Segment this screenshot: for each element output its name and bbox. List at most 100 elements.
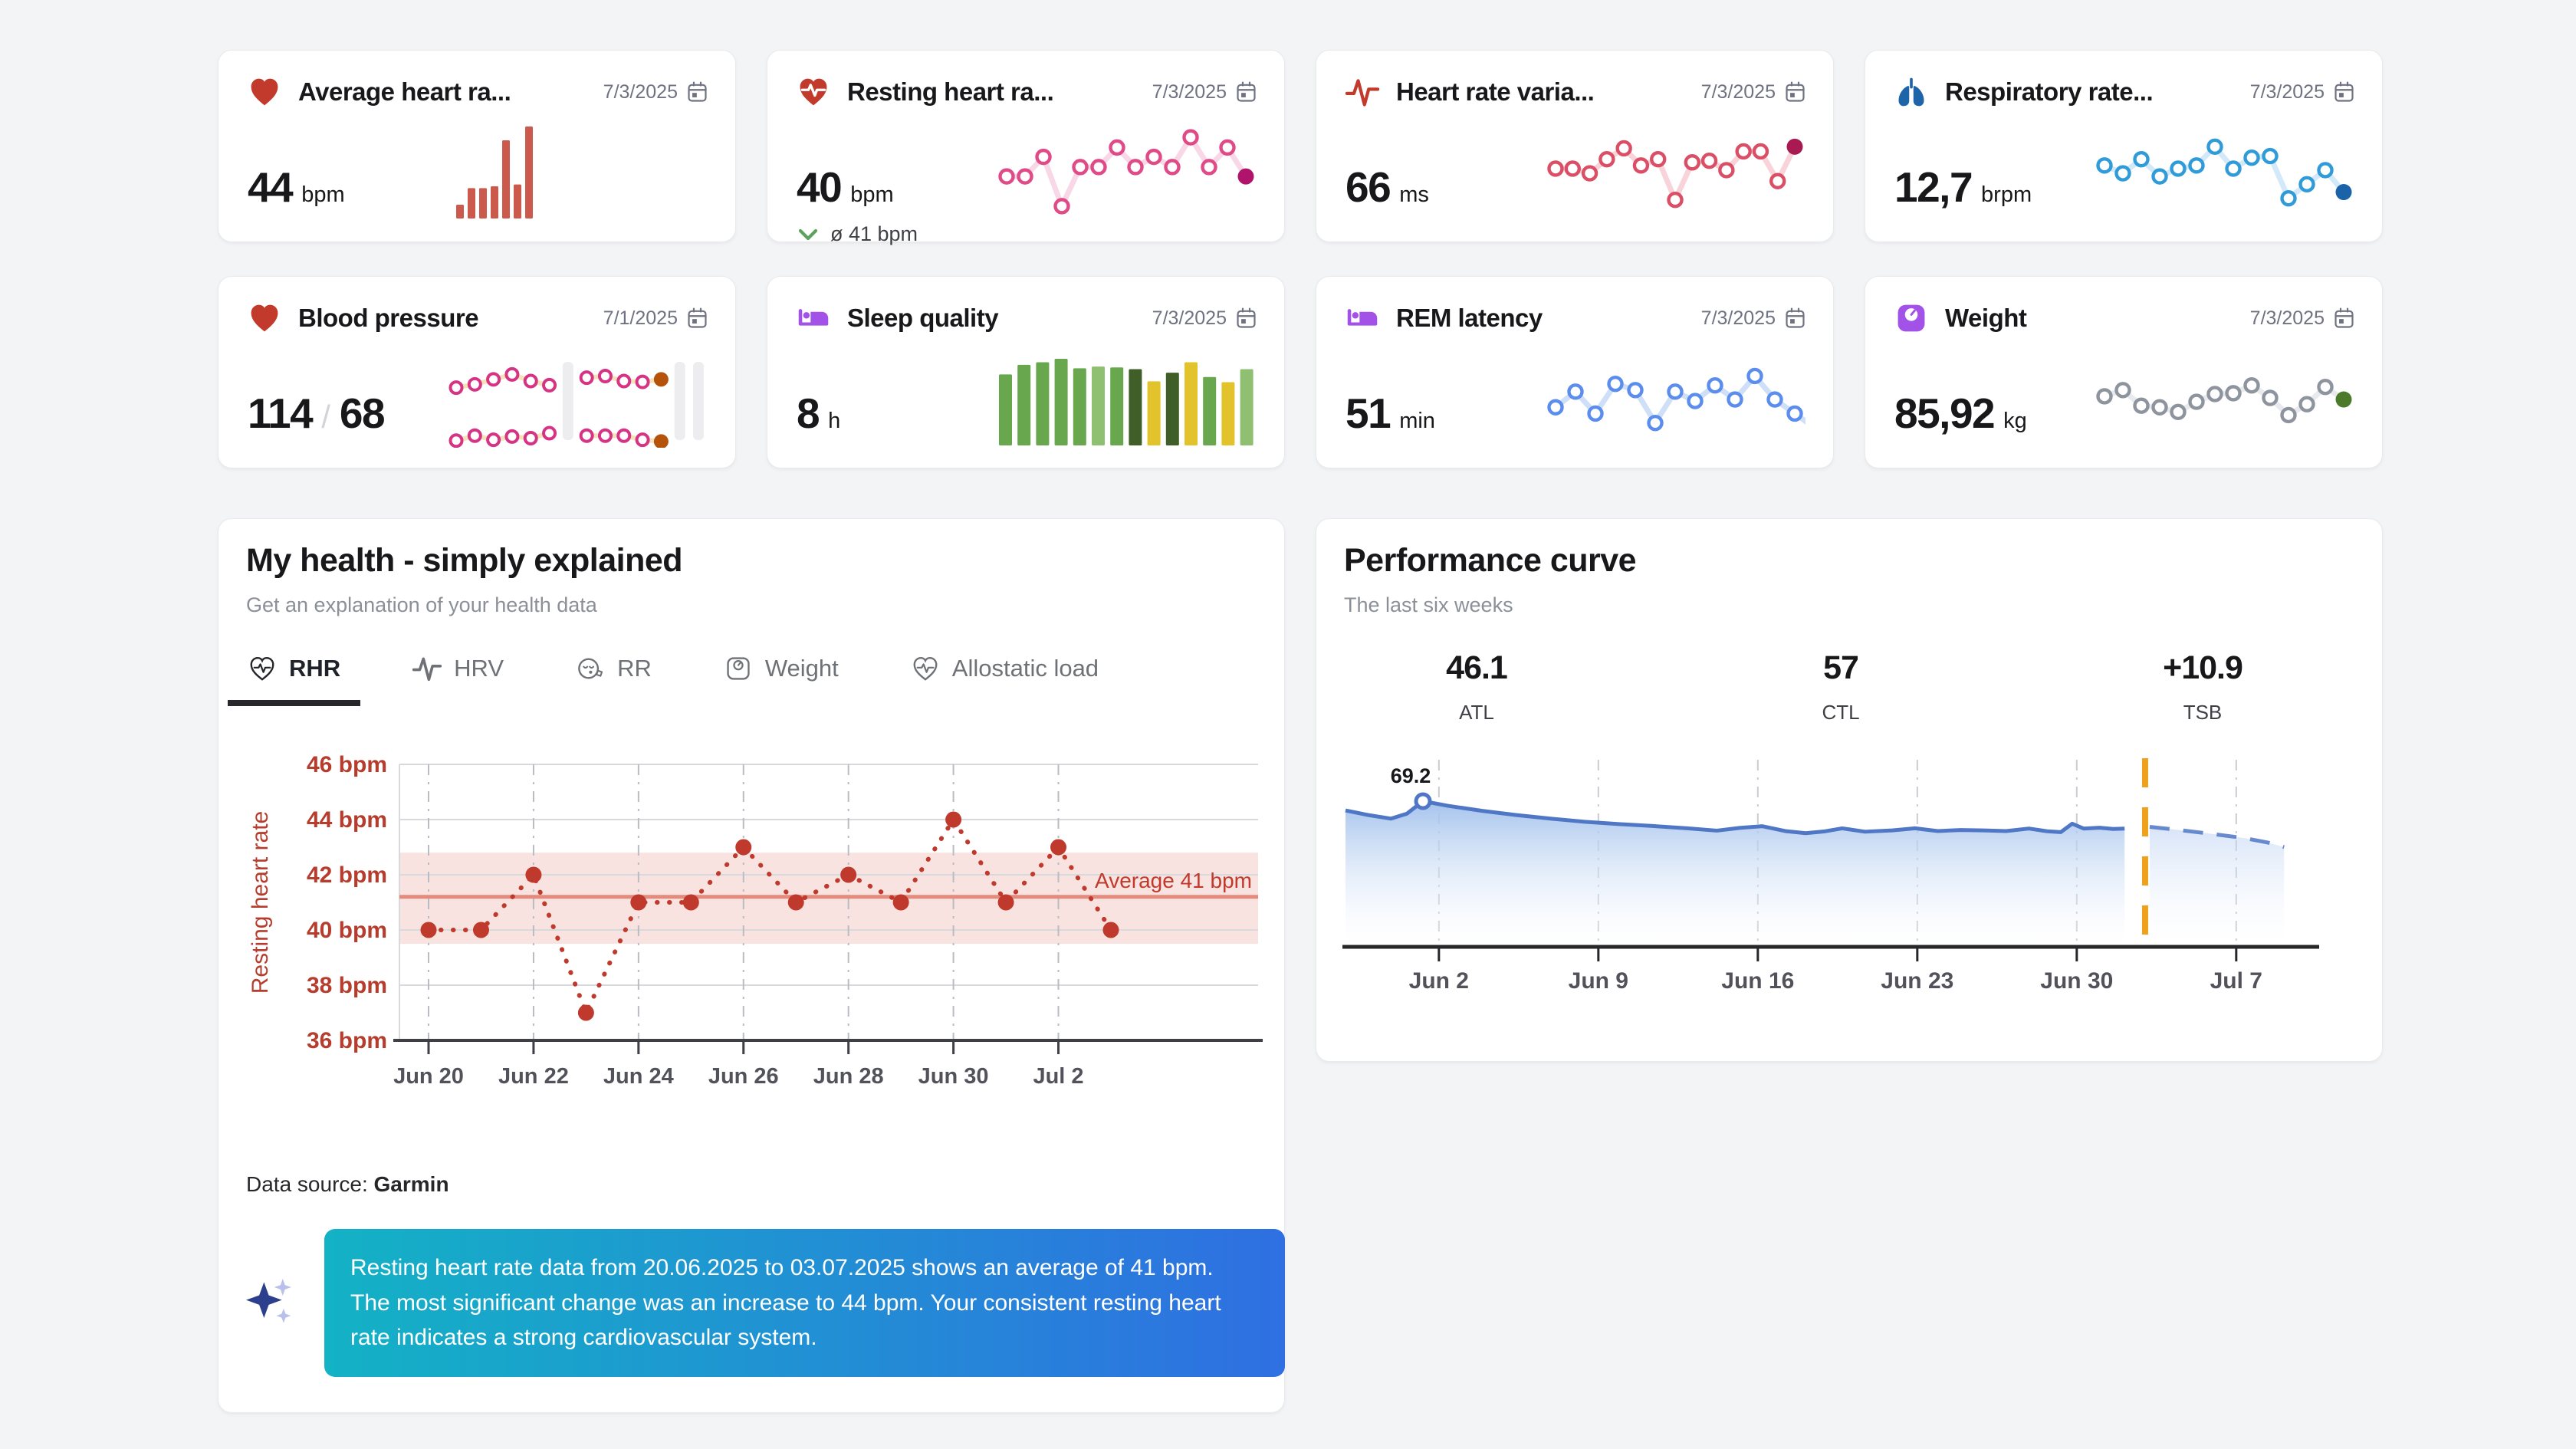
card-value: 114/68: [248, 389, 386, 438]
card-sparkline: [2096, 138, 2352, 207]
svg-text:Resting heart rate: Resting heart rate: [248, 811, 273, 994]
card-header: Weight 7/3/2025: [1894, 301, 2356, 335]
svg-text:42 bpm: 42 bpm: [307, 863, 387, 888]
card-date: 7/3/2025: [2249, 307, 2325, 329]
card-header: REM latency 7/3/2025: [1346, 301, 1807, 335]
card-value: 44 bpm: [248, 163, 345, 212]
systolic-value: 114: [248, 389, 314, 437]
card-value: 40 bpm: [797, 163, 894, 212]
lungs-icon: [1894, 75, 1928, 109]
stat-value: +10.9: [2163, 649, 2243, 686]
calendar-icon[interactable]: [678, 80, 709, 104]
performance-curve-panel: Performance curve The last six weeks 46.…: [1316, 518, 2383, 1062]
bed-icon: [1346, 301, 1379, 335]
card-sparkline: [1547, 138, 1803, 209]
card-title: Weight: [1945, 304, 2027, 332]
svg-text:Jun 9: Jun 9: [1569, 968, 1628, 994]
data-source-value: Garmin: [373, 1172, 449, 1196]
metric-card-average-heart-rate[interactable]: Average heart ra... 7/3/2025 44 bpm: [218, 50, 736, 242]
tab-allostatic-load[interactable]: Allostatic load: [891, 640, 1119, 706]
metric-cards-grid: Average heart ra... 7/3/2025 44 bpm Resting …: [218, 50, 2383, 468]
tab-hrv[interactable]: HRV: [393, 640, 524, 706]
data-source-label: Data source:: [246, 1172, 368, 1196]
svg-text:Jun 23: Jun 23: [1881, 968, 1953, 994]
heart-icon: [248, 75, 281, 109]
card-title: Respiratory rate...: [1945, 77, 2154, 106]
svg-text:Jul 2: Jul 2: [1033, 1064, 1083, 1089]
calendar-icon[interactable]: [1776, 80, 1807, 104]
panel-subtitle: Get an explanation of your health data: [246, 593, 597, 616]
value-number: 85,92: [1894, 389, 1996, 437]
card-header: Resting heart ra... 7/3/2025: [797, 75, 1258, 109]
tab-rhr[interactable]: RHR: [228, 640, 361, 706]
calendar-icon[interactable]: [1776, 307, 1807, 330]
card-date: 7/3/2025: [603, 80, 678, 103]
diastolic-value: 68: [339, 389, 386, 437]
stat-tsb: +10.9 TSB: [2163, 649, 2243, 724]
tab-rr[interactable]: RR: [556, 640, 672, 706]
metric-card-respiratory-rate[interactable]: Respiratory rate... 7/3/2025 12,7 brpm: [1865, 50, 2383, 242]
scale-outline-icon: [724, 654, 753, 683]
card-value: 51 min: [1346, 389, 1435, 438]
value-unit: bpm: [850, 182, 894, 207]
stat-label: CTL: [1822, 701, 1860, 724]
calendar-icon[interactable]: [678, 307, 709, 330]
heart-icon: [248, 301, 281, 335]
heart-pulse-icon: [797, 75, 830, 109]
card-title: Blood pressure: [298, 304, 479, 332]
svg-text:Jun 2: Jun 2: [1409, 968, 1469, 994]
data-source: Data source: Garmin: [246, 1172, 449, 1197]
card-title: Resting heart ra...: [847, 77, 1054, 106]
metric-card-sleep-quality[interactable]: Sleep quality 7/3/2025 8 h: [767, 276, 1285, 468]
svg-text:Jun 20: Jun 20: [393, 1064, 464, 1089]
calendar-icon[interactable]: [2325, 307, 2356, 330]
value-unit: ms: [1399, 182, 1429, 207]
stat-value: 57: [1823, 649, 1859, 686]
metric-card-heart-rate-variability[interactable]: Heart rate varia... 7/3/2025 66 ms: [1316, 50, 1834, 242]
card-date: 7/1/2025: [603, 307, 678, 329]
value-unit: h: [828, 409, 841, 433]
svg-text:Jun 26: Jun 26: [708, 1064, 779, 1089]
card-sparkline: [1547, 367, 1806, 432]
performance-area-chart: 69.2 Jun 2 Jun 9 Jun 16 Jun 23 Jun 30 Jul 7: [1342, 758, 2319, 994]
tab-label: HRV: [454, 655, 504, 682]
ai-summary-row: Resting heart rate data from 20.06.2025 …: [242, 1229, 1285, 1377]
metric-card-resting-heart-rate[interactable]: Resting heart ra... 7/3/2025 40 bpm ø 41 bpm: [767, 50, 1285, 245]
calendar-icon[interactable]: [1227, 80, 1258, 104]
value-number: 66: [1346, 163, 1392, 211]
svg-text:44 bpm: 44 bpm: [307, 807, 387, 833]
scale-icon: [1894, 301, 1928, 335]
metric-card-blood-pressure[interactable]: Blood pressure 7/1/2025 114/68: [218, 276, 736, 468]
calendar-icon[interactable]: [1227, 307, 1258, 330]
svg-text:Jun 30: Jun 30: [2040, 968, 2113, 994]
calendar-icon[interactable]: [2325, 80, 2356, 104]
metric-card-rem-latency[interactable]: REM latency 7/3/2025 51 min: [1316, 276, 1834, 468]
svg-text:Jul 7: Jul 7: [2210, 968, 2262, 994]
card-header: Respiratory rate... 7/3/2025: [1894, 75, 2356, 109]
card-value: 12,7 brpm: [1894, 163, 2032, 212]
metric-card-weight[interactable]: Weight 7/3/2025 85,92 kg: [1865, 276, 2383, 468]
bed-icon: [797, 301, 830, 335]
value-number: 40: [797, 163, 843, 211]
pulse-icon: [412, 654, 442, 683]
card-title: Average heart ra...: [298, 77, 511, 106]
value-number: 12,7: [1894, 163, 1973, 211]
value-unit: kg: [2003, 409, 2027, 433]
card-date: 7/3/2025: [1700, 307, 1776, 329]
card-header: Average heart ra... 7/3/2025: [248, 75, 709, 109]
card-date: 7/3/2025: [1152, 307, 1227, 329]
panel-subtitle: The last six weeks: [1344, 593, 1513, 616]
stat-value: 46.1: [1446, 649, 1508, 686]
value-unit: min: [1399, 409, 1435, 433]
card-value: 66 ms: [1346, 163, 1429, 212]
tab-weight[interactable]: Weight: [704, 640, 859, 706]
value-unit: brpm: [1981, 182, 2032, 207]
card-date: 7/3/2025: [1152, 80, 1227, 103]
tab-label: RR: [617, 655, 652, 682]
card-sparkline: [998, 129, 1254, 215]
ai-sparkle-icon: [242, 1272, 300, 1333]
card-sparkline: [456, 127, 533, 219]
svg-text:Jun 16: Jun 16: [1721, 968, 1794, 994]
svg-text:69.2: 69.2: [1391, 764, 1431, 787]
